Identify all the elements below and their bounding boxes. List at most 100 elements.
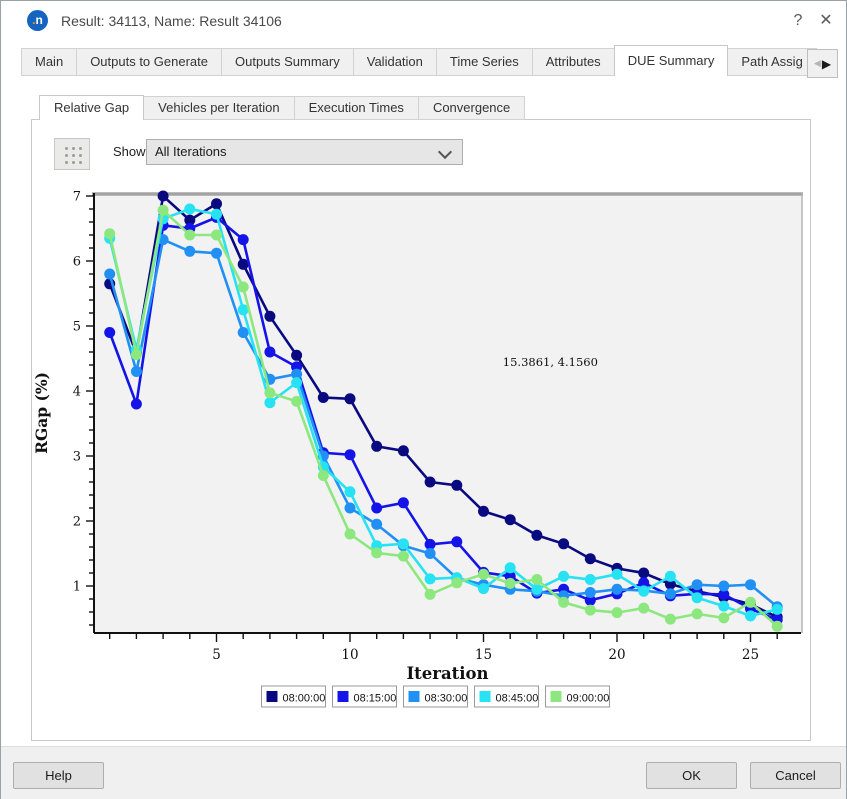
series-08-45-00-point — [558, 570, 570, 582]
grip-dots-icon — [62, 144, 82, 164]
series-08-45-00-point — [531, 583, 543, 595]
window-close-button[interactable]: ✕ — [819, 12, 833, 29]
legend-08-15-00[interactable]: 08:15:00 — [332, 685, 397, 708]
legend-09-00-00-swatch — [550, 691, 562, 702]
series-09-00-00-point — [157, 204, 169, 216]
series-09-00-00-point — [451, 577, 463, 589]
series-08-00-00-point — [157, 190, 169, 202]
series-09-00-00-point — [504, 577, 516, 589]
rgap-chart: 1 2 3 4 5 6 7 5 10 15 20 25 Iteration RGap (%) 15.3861… — [32, 190, 803, 708]
tab-due-summary[interactable]: DUE Summary — [613, 45, 729, 76]
cancel-button[interactable]: Cancel — [750, 762, 841, 789]
series-09-00-00-point — [558, 596, 570, 608]
series-08-45-00-point — [397, 538, 409, 550]
x-tick-label: 20 — [608, 647, 625, 663]
series-08-00-00-point — [397, 445, 409, 457]
legend-08-30-00[interactable]: 08:30:00 — [403, 685, 468, 708]
legend-08-45-00-swatch — [479, 691, 491, 702]
series-08-00-00-point — [184, 214, 196, 226]
series-08-15-00-point — [718, 588, 730, 600]
tab-scroll-right-icon[interactable]: ▶ — [821, 56, 832, 71]
legend-08-00-00[interactable]: 08:00:00 — [261, 685, 326, 708]
series-08-45-00-point — [718, 600, 730, 612]
help-button[interactable]: Help — [13, 762, 104, 789]
series-08-45-00-point — [611, 568, 623, 580]
tab-validation[interactable]: Validation — [352, 48, 437, 76]
window-title: Result: 34113, Name: Result 34106 — [61, 13, 282, 29]
tab-path-assignment[interactable]: Path Assig — [727, 48, 817, 76]
x-tick-label: 10 — [341, 647, 358, 663]
series-08-45-00-point — [211, 208, 222, 220]
legend-09-00-00[interactable]: 09:00:00 — [545, 685, 610, 708]
series-08-45-00-point — [344, 486, 356, 498]
series-08-45-00-point — [584, 574, 596, 585]
series-08-00-00-point — [264, 310, 276, 322]
legend-08-00-00-swatch — [266, 691, 278, 702]
y-tick-label: 7 — [73, 190, 81, 205]
series-08-15-00-point — [397, 497, 409, 509]
series-09-00-00-point — [745, 596, 756, 608]
ok-button[interactable]: OK — [646, 762, 737, 789]
legend-08-30-00-label: 08:30:00 — [425, 693, 468, 705]
series-08-45-00-point — [638, 585, 650, 597]
title-bar: .n Result: 34113, Name: Result 34106 ? ✕ — [1, 1, 846, 41]
series-08-45-00-point — [184, 203, 196, 215]
series-09-00-00-point — [237, 281, 249, 293]
series-08-00-00-point — [237, 258, 249, 270]
logo-dot: . — [32, 13, 36, 27]
legend-08-00-00-label: 08:00:00 — [283, 693, 326, 705]
series-08-45-00-point — [478, 583, 489, 595]
series-08-30-00-point — [611, 583, 623, 595]
tab-main[interactable]: Main — [21, 48, 78, 76]
series-08-15-00-point — [264, 346, 276, 358]
tab-relative-gap[interactable]: Relative Gap — [39, 95, 145, 120]
series-08-00-00-point — [504, 514, 516, 526]
iterations-dropdown[interactable]: All Iterations — [146, 139, 463, 165]
series-09-00-00-point — [771, 620, 783, 632]
tab-outputs-to-generate[interactable]: Outputs to Generate — [76, 48, 222, 76]
y-tick-label: 6 — [73, 255, 81, 270]
series-09-00-00-point — [104, 228, 116, 240]
series-08-00-00-point — [531, 529, 543, 541]
series-08-30-00-point — [691, 579, 703, 591]
series-08-00-00-point — [211, 198, 222, 210]
legend-08-15-00-label: 08:15:00 — [354, 693, 397, 705]
tab-attributes[interactable]: Attributes — [531, 48, 615, 76]
tab-outputs-summary[interactable]: Outputs Summary — [220, 48, 354, 76]
series-08-00-00-point — [344, 393, 356, 405]
series-08-30-00-point — [664, 588, 676, 600]
legend-08-45-00-label: 08:45:00 — [496, 693, 539, 705]
series-09-00-00-point — [344, 528, 356, 540]
series-08-00-00-point — [291, 349, 303, 361]
series-08-00-00-point — [371, 440, 383, 452]
x-tick-label: 25 — [742, 647, 759, 663]
series-09-00-00-point — [584, 604, 596, 616]
drag-grip-button[interactable] — [54, 138, 90, 170]
tab-scroll-left-icon[interactable]: ◀ — [813, 58, 821, 68]
cursor-annotation: 15.3861, 4.1560 — [503, 355, 598, 369]
tab-scroll-buttons[interactable]: ◀ ▶ — [807, 49, 838, 78]
series-08-30-00-point — [745, 579, 756, 591]
window-help-button[interactable]: ? — [793, 12, 803, 29]
y-tick-label: 5 — [73, 320, 81, 335]
series-08-45-00-point — [237, 304, 249, 316]
series-09-00-00 — [104, 204, 783, 632]
series-08-30-00-point — [130, 366, 142, 377]
legend-09-00-00-label: 09:00:00 — [567, 693, 610, 705]
tab-execution-times[interactable]: Execution Times — [293, 96, 419, 120]
tab-convergence[interactable]: Convergence — [417, 96, 526, 120]
series-08-00-00-point — [317, 392, 329, 403]
tab-time-series[interactable]: Time Series — [435, 48, 533, 76]
series-09-00-00-point — [638, 602, 650, 614]
series-08-30-00-point — [184, 245, 196, 257]
series-09-00-00-point — [317, 470, 329, 481]
legend-08-30-00-swatch — [408, 691, 420, 702]
x-tick-label: 15 — [475, 647, 492, 663]
series-09-00-00-point — [397, 550, 409, 562]
tab-vehicles-per-iteration[interactable]: Vehicles per Iteration — [143, 96, 295, 120]
series-08-00-00-point — [558, 538, 570, 550]
series-08-15-00-point — [130, 398, 142, 410]
series-08-15-00-point — [638, 577, 650, 589]
legend-08-45-00[interactable]: 08:45:00 — [474, 685, 539, 708]
series-08-45-00-point — [504, 562, 516, 574]
